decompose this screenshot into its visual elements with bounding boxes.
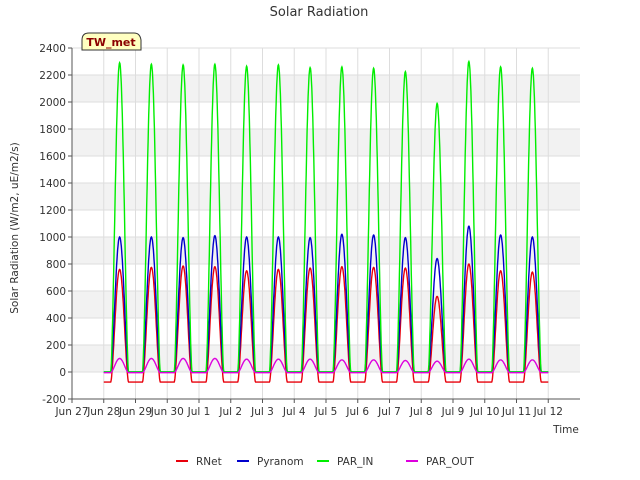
- y-axis-label: Solar Radiation (W/m2, uE/m2/s): [9, 142, 21, 314]
- x-tick-label: Jul 2: [218, 406, 242, 418]
- legend-label: RNet: [196, 456, 222, 468]
- x-tick-label: Jul 3: [250, 406, 274, 418]
- y-tick-label: 800: [46, 259, 66, 271]
- station-badge: TW_met: [81, 32, 142, 51]
- x-tick-label: Jul 12: [533, 406, 563, 418]
- x-tick-label: Jun 29: [118, 406, 152, 418]
- y-tick-label: 1600: [39, 151, 66, 163]
- series-line-rnet: [103, 263, 549, 383]
- legend-label: Pyranom: [257, 456, 304, 468]
- y-tick-label: -200: [42, 394, 66, 406]
- x-tick-label: Jul 5: [314, 406, 338, 418]
- series-line-par-out: [103, 357, 549, 374]
- x-tick-label: Jun 27: [54, 406, 88, 418]
- x-tick-label: Jul 9: [441, 406, 465, 418]
- y-tick-label: 1400: [39, 178, 66, 190]
- x-tick-label: Jul 11: [501, 406, 531, 418]
- x-tick-label: Jul 7: [377, 406, 401, 418]
- y-tick-label: 2400: [39, 43, 66, 55]
- y-tick-label: 1800: [39, 124, 66, 136]
- y-tick-label: 2000: [39, 97, 66, 109]
- x-tick-label: Jul 10: [469, 406, 499, 418]
- x-tick-label: Jul 8: [409, 406, 433, 418]
- y-tick-label: 600: [46, 286, 66, 298]
- x-tick-label: Jul 6: [345, 406, 369, 418]
- legend: RNet Pyranom PAR_IN PAR_OUT: [176, 456, 474, 468]
- y-tick-label: 2200: [39, 70, 66, 82]
- y-tick-label: 200: [46, 340, 66, 352]
- station-label: TW_met: [86, 36, 135, 49]
- y-tick-label: 1000: [39, 232, 66, 244]
- axes: -200 0 200 400 600 800 1000 1200 1400 1600 1800 200…: [39, 43, 580, 418]
- x-tick-label: Jul 1: [187, 406, 211, 418]
- series-lines: [103, 59, 549, 383]
- y-tick-label: 400: [46, 313, 66, 325]
- y-tick-label: 1200: [39, 205, 66, 217]
- legend-label: PAR_IN: [337, 456, 373, 468]
- x-tick-label: Jun 28: [86, 406, 120, 418]
- x-tick-label: Jun 30: [150, 406, 184, 418]
- x-tick-label: Jul 4: [282, 406, 306, 418]
- x-axis-label: Time: [552, 424, 579, 436]
- legend-label: PAR_OUT: [426, 456, 474, 468]
- y-tick-label: 0: [59, 367, 66, 379]
- chart-title: Solar Radiation: [270, 5, 369, 20]
